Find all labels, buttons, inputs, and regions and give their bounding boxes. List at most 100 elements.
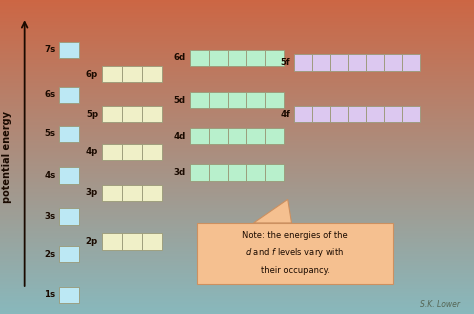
Bar [0, 133, 474, 134]
Text: 6d: 6d [173, 53, 186, 62]
FancyBboxPatch shape [102, 106, 122, 122]
Bar [0, 200, 474, 201]
Bar [0, 257, 474, 258]
Bar [0, 307, 474, 308]
Bar [0, 38, 474, 39]
Bar [0, 171, 474, 172]
Bar [0, 178, 474, 179]
Bar [0, 163, 474, 164]
Bar [0, 114, 474, 115]
Bar [0, 214, 474, 216]
FancyBboxPatch shape [122, 144, 142, 160]
Bar [0, 211, 474, 213]
FancyBboxPatch shape [294, 54, 312, 71]
Bar [0, 107, 474, 108]
Bar [0, 108, 474, 109]
Bar [0, 90, 474, 91]
Bar [0, 75, 474, 76]
Bar [0, 240, 474, 241]
Bar [0, 218, 474, 219]
Bar [0, 201, 474, 202]
Bar [0, 181, 474, 182]
Bar [0, 192, 474, 194]
Bar [0, 292, 474, 293]
Text: 4s: 4s [44, 171, 55, 180]
Bar [0, 274, 474, 275]
Bar [0, 2, 474, 3]
Bar [0, 17, 474, 18]
Bar [0, 1, 474, 2]
Bar [0, 304, 474, 305]
Bar [0, 152, 474, 153]
Bar [0, 37, 474, 38]
Text: 3s: 3s [45, 212, 55, 221]
Bar [0, 138, 474, 139]
Bar [0, 43, 474, 44]
Text: 2s: 2s [45, 250, 55, 258]
Bar [0, 18, 474, 19]
Bar [0, 198, 474, 199]
Bar [0, 47, 474, 48]
Bar [0, 284, 474, 285]
Bar [0, 126, 474, 127]
Bar [0, 4, 474, 5]
Bar [0, 27, 474, 28]
Bar [0, 93, 474, 94]
Bar [0, 130, 474, 131]
Bar [0, 59, 474, 60]
Bar [0, 49, 474, 50]
FancyBboxPatch shape [59, 167, 79, 184]
Bar [0, 119, 474, 120]
Bar [0, 244, 474, 245]
FancyBboxPatch shape [265, 50, 284, 66]
FancyBboxPatch shape [366, 106, 384, 122]
Text: 6s: 6s [45, 90, 55, 99]
Bar [0, 136, 474, 137]
Bar [0, 167, 474, 169]
Bar [0, 312, 474, 313]
Bar [0, 137, 474, 138]
Text: 5p: 5p [86, 110, 98, 119]
Bar [0, 242, 474, 243]
Text: their occupancy.: their occupancy. [261, 266, 329, 275]
FancyBboxPatch shape [384, 54, 402, 71]
FancyBboxPatch shape [366, 54, 384, 71]
Bar [0, 309, 474, 310]
Bar [0, 241, 474, 242]
Bar [0, 141, 474, 142]
Bar [0, 169, 474, 170]
FancyBboxPatch shape [59, 287, 79, 303]
Bar [0, 81, 474, 82]
Bar [0, 175, 474, 176]
Bar [0, 113, 474, 114]
Bar [0, 86, 474, 87]
Bar [0, 156, 474, 157]
FancyBboxPatch shape [102, 185, 122, 201]
FancyBboxPatch shape [348, 54, 366, 71]
FancyBboxPatch shape [330, 106, 348, 122]
Text: 4d: 4d [173, 132, 186, 141]
Bar [0, 160, 474, 161]
Bar [0, 267, 474, 268]
Bar [0, 91, 474, 92]
Bar [0, 35, 474, 37]
Bar [0, 118, 474, 119]
Bar [0, 100, 474, 101]
Bar [0, 265, 474, 266]
Bar [0, 248, 474, 249]
Bar [0, 64, 474, 65]
Bar [0, 5, 474, 6]
Bar [0, 243, 474, 244]
Text: S.K. Lower: S.K. Lower [420, 300, 460, 309]
Bar [0, 142, 474, 143]
Bar [0, 56, 474, 57]
Bar [0, 191, 474, 192]
Bar [0, 196, 474, 197]
Bar [0, 182, 474, 183]
Bar [0, 110, 474, 111]
FancyBboxPatch shape [402, 54, 420, 71]
Bar [0, 217, 474, 218]
Bar [0, 14, 474, 15]
Bar [0, 260, 474, 261]
Text: 2p: 2p [86, 237, 98, 246]
